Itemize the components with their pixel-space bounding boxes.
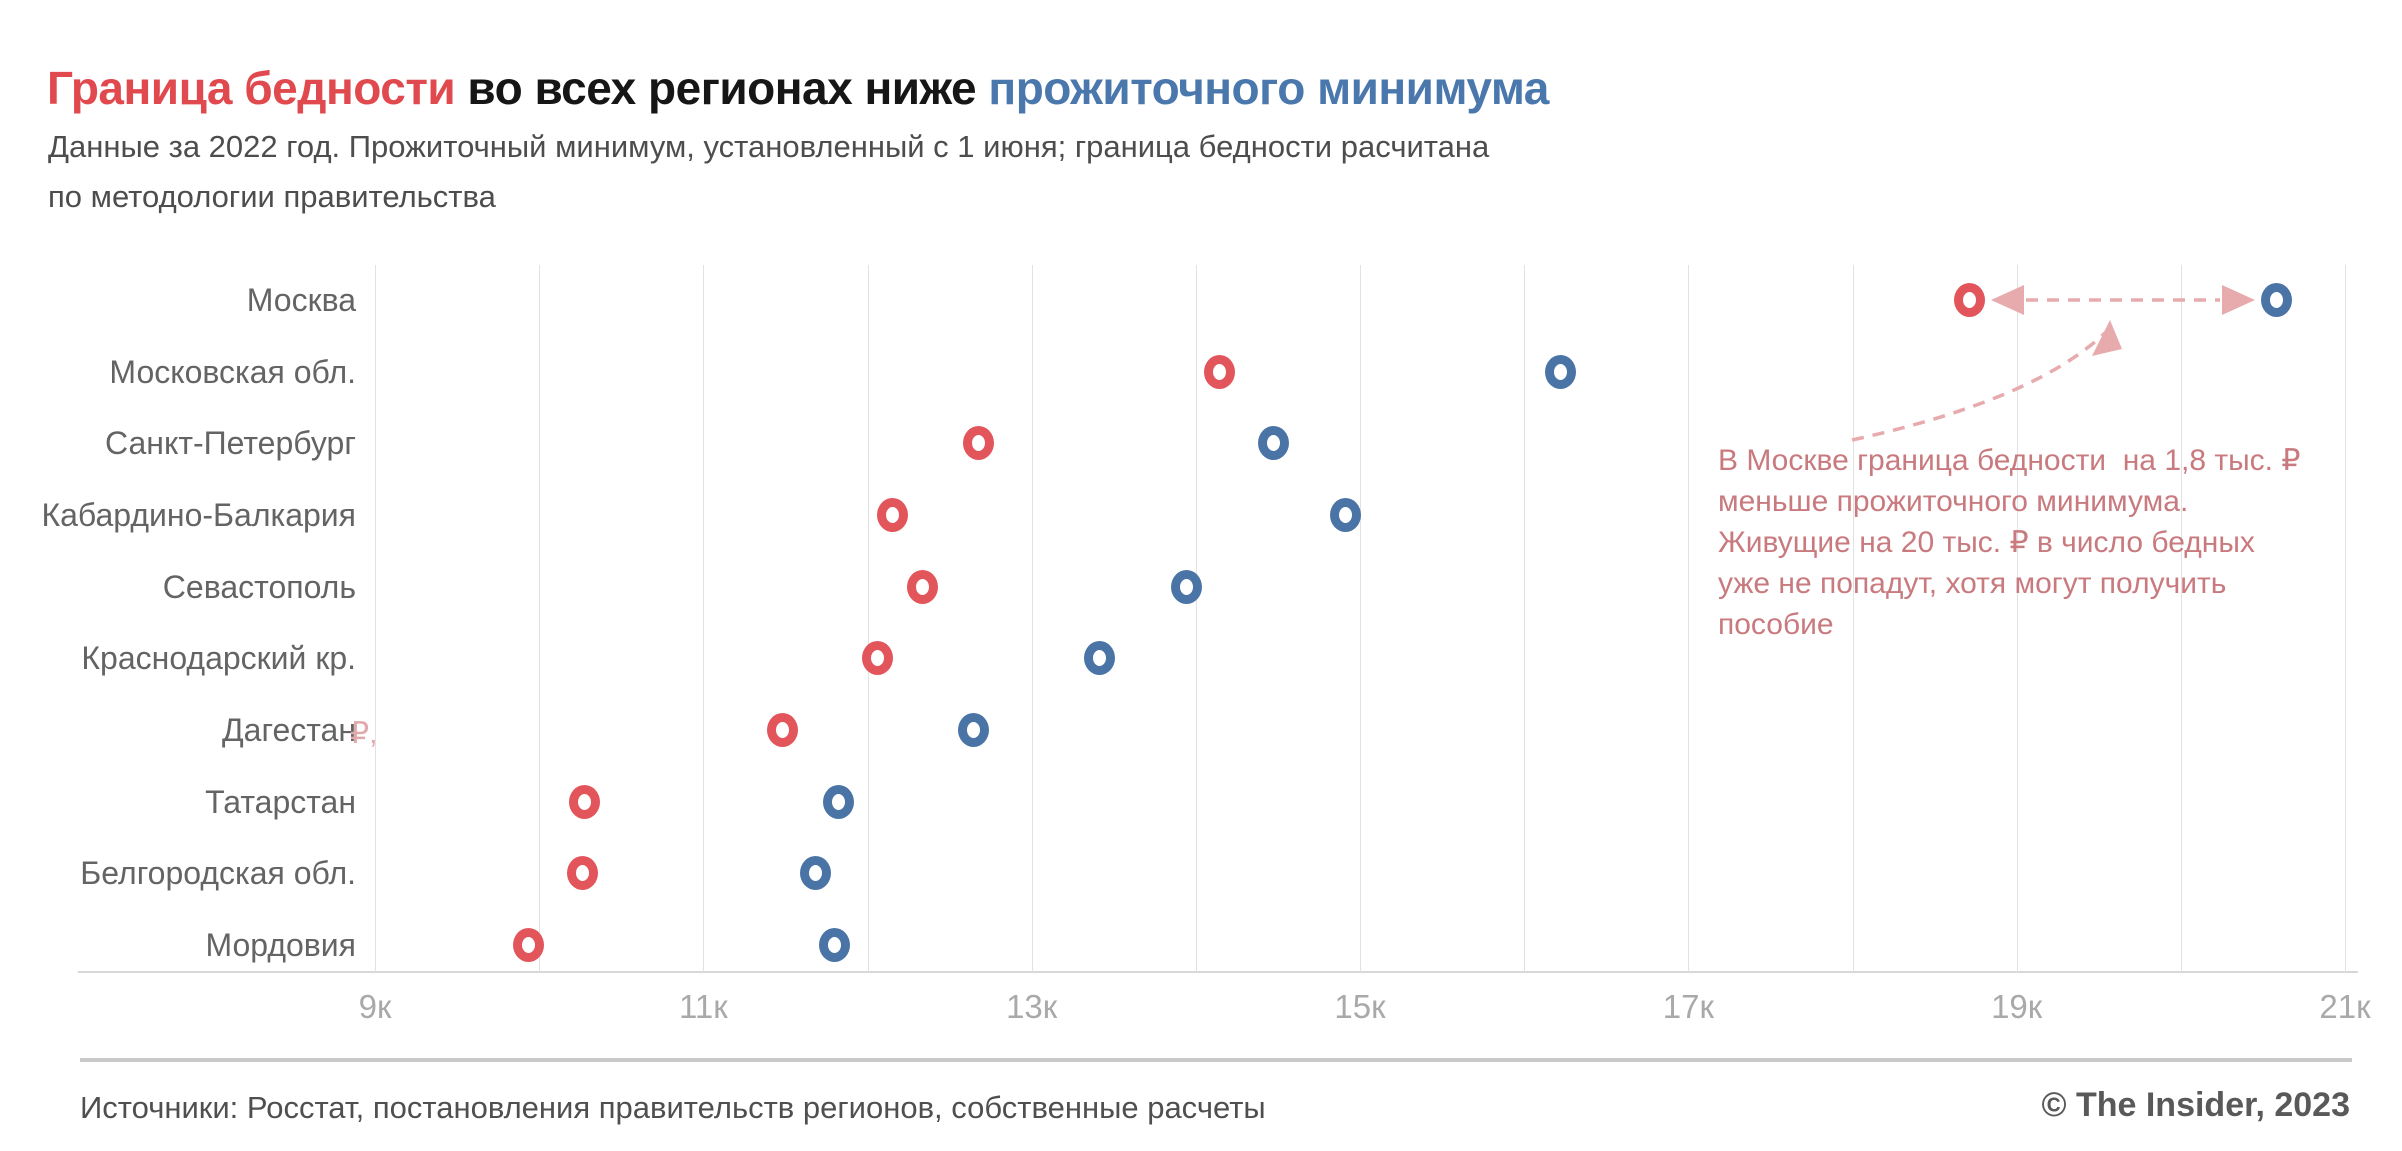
title-blue-part: прожиточного минимума xyxy=(988,61,1549,114)
poverty-line-dot xyxy=(1954,283,1986,317)
gridline xyxy=(539,265,541,972)
subsistence-minimum-dot xyxy=(1171,569,1203,604)
x-tick-label: 21к xyxy=(2319,988,2371,1025)
region-label: Московская обл. xyxy=(109,353,356,390)
x-tick-label: 9к xyxy=(358,988,392,1025)
poverty-line-dot xyxy=(906,569,938,604)
gridline xyxy=(1524,265,1526,972)
subsistence-minimum-dot xyxy=(822,784,854,819)
gridline xyxy=(375,265,376,972)
annotation-line: Живущие на 20 тыс. ₽ в число бедных xyxy=(1718,526,2255,559)
poverty-line-dot xyxy=(861,641,893,676)
region-label: Москва xyxy=(246,282,356,318)
gridline xyxy=(2180,265,2182,972)
stray-ruble-label: ₽, xyxy=(350,717,378,750)
subtitle-line-1: Данные за 2022 год. Прожиточный минимум,… xyxy=(48,129,1490,164)
x-tick-label: 11к xyxy=(678,988,728,1025)
x-tick-label: 19к xyxy=(1991,988,2043,1025)
gridline xyxy=(2345,265,2346,972)
gridline xyxy=(867,265,869,972)
poverty-line-dot xyxy=(567,856,599,891)
gridline xyxy=(1852,265,1854,972)
region-label: Белгородская обл. xyxy=(80,855,356,892)
annotation-line: В Москве граница бедности на 1,8 тыс. ₽ xyxy=(1718,444,2301,477)
gridline xyxy=(1688,265,1690,972)
x-tick-label: 15к xyxy=(1334,988,1386,1025)
subsistence-minimum-dot xyxy=(800,856,832,891)
page-title: Граница бедности во всех регионах ниже п… xyxy=(47,61,1549,115)
subsistence-minimum-dot xyxy=(1329,498,1361,532)
gridline xyxy=(1195,265,1197,972)
region-label: Кабардино-Балкария xyxy=(41,497,356,533)
moscow-annotation: В Москве граница бедности на 1,8 тыс. ₽ м… xyxy=(1718,440,2300,645)
footer-divider xyxy=(80,1058,2352,1062)
subsistence-minimum-dot xyxy=(1084,641,1116,676)
sources-text: Источники: Росстат, постановления правит… xyxy=(80,1090,1266,1125)
subsistence-minimum-dot xyxy=(1545,354,1577,389)
annotation-line: уже не попадут, хотя могут получить xyxy=(1718,567,2227,600)
poverty-line-dot xyxy=(513,928,545,963)
annotation-line: пособие xyxy=(1718,608,1834,641)
subsistence-minimum-dot xyxy=(958,713,990,748)
x-tick-label: 17к xyxy=(1662,988,1714,1025)
poverty-line-dot xyxy=(962,426,994,461)
title-black-part: во всех регионах ниже xyxy=(455,61,989,114)
gridline xyxy=(1360,265,1361,972)
chart-subtitle: Данные за 2022 год. Прожиточный минимум,… xyxy=(48,122,1489,222)
title-red-part: Граница бедности xyxy=(47,61,456,114)
subtitle-line-2: по методологии правительства xyxy=(48,179,496,214)
region-label: Краснодарский кр. xyxy=(81,640,356,677)
poverty-line-dot xyxy=(766,713,798,748)
annotation-line: меньше прожиточного минимума. xyxy=(1718,485,2189,518)
gridline xyxy=(703,265,705,972)
region-label: Дагестан xyxy=(222,712,356,749)
gridline xyxy=(2016,265,2018,972)
subsistence-minimum-dot xyxy=(1258,426,1290,461)
x-tick-label: 13к xyxy=(1006,988,1058,1025)
region-label: Татарстан xyxy=(205,783,356,820)
subsistence-minimum-dot xyxy=(2261,283,2293,317)
poverty-line-dot xyxy=(568,784,600,819)
region-label: Севастополь xyxy=(162,568,356,605)
region-label: Мордовия xyxy=(205,927,356,964)
x-axis-line xyxy=(78,971,2358,973)
poverty-line-dot xyxy=(877,498,909,532)
subsistence-minimum-dot xyxy=(819,928,850,963)
region-label: Санкт-Петербург xyxy=(105,425,356,462)
poverty-line-dot xyxy=(1203,354,1235,389)
gridline xyxy=(1031,265,1033,972)
copyright-text: © The Insider, 2023 xyxy=(2041,1086,2350,1124)
